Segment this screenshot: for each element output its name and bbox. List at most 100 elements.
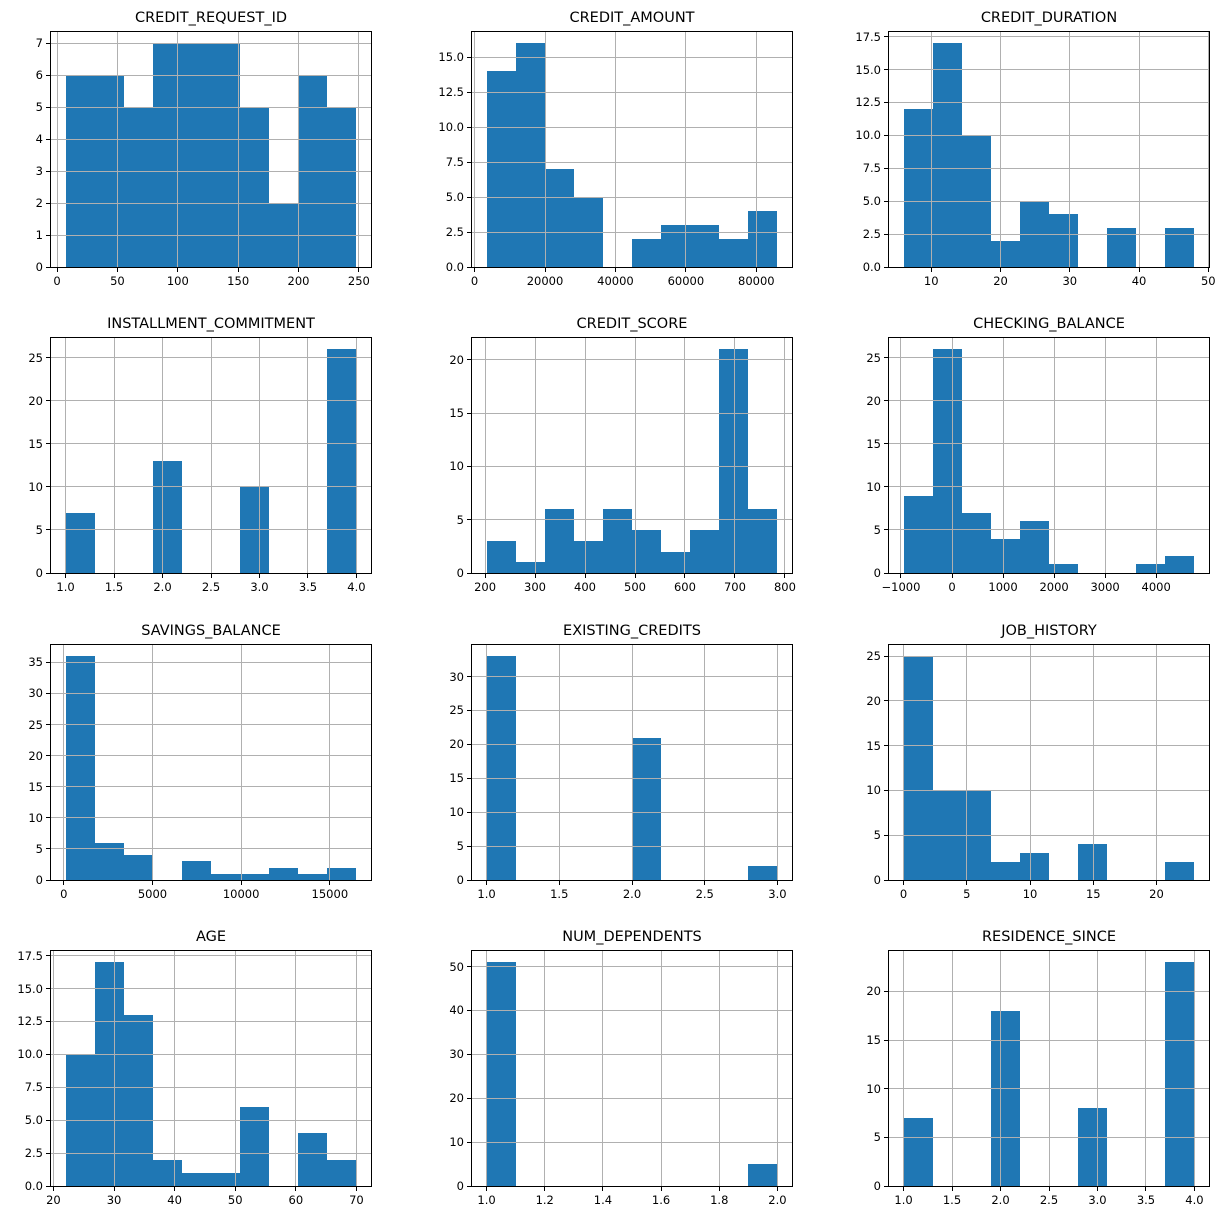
gridline-vertical: [660, 951, 662, 1186]
histogram-bar: [661, 551, 691, 573]
plot-title: CREDIT_DURATION: [980, 10, 1118, 26]
y-tick-mark: [467, 743, 471, 745]
y-tick-label: 5: [456, 839, 464, 854]
y-tick-mark: [46, 988, 50, 990]
y-tick-mark: [467, 412, 471, 414]
y-tick-label: 25: [866, 649, 881, 664]
x-tick-mark: [614, 268, 616, 272]
gridline-vertical: [234, 951, 236, 1186]
gridline-horizontal: [51, 786, 371, 788]
y-tick-label: 0.0: [445, 260, 464, 274]
gridline-vertical: [65, 338, 67, 573]
y-tick-label: 5: [456, 512, 464, 527]
gridline-vertical: [930, 32, 932, 267]
plot-title: INSTALLMENT_COMMITMENT: [107, 316, 315, 332]
y-tick-mark: [46, 1119, 50, 1121]
gridline-vertical: [718, 951, 720, 1186]
x-tick-mark: [65, 574, 67, 578]
x-tick-mark: [704, 881, 706, 885]
x-tick-label: 500: [624, 580, 646, 594]
x-tick-mark: [258, 574, 260, 578]
y-tick-mark: [46, 1020, 50, 1022]
gridline-vertical: [1096, 951, 1098, 1186]
x-tick-mark: [56, 268, 58, 272]
subplot-credit-request-id: CREDIT_REQUEST_ID 0 50 100 150 200 250 0 1 2 3 4 5 6 7: [36, 10, 372, 288]
y-tick-mark: [884, 745, 888, 747]
y-tick-label: 0: [456, 566, 464, 580]
gridline-vertical: [734, 338, 736, 573]
histogram-bar: [1049, 214, 1079, 267]
y-tick-label: 5.0: [24, 1113, 43, 1128]
gridline-horizontal: [51, 443, 371, 445]
y-tick-label: 5.0: [445, 190, 464, 205]
histogram-bar: [94, 962, 124, 1186]
y-tick-label: 10: [866, 479, 881, 494]
gridline-horizontal: [51, 988, 371, 990]
x-tick-mark: [116, 268, 118, 272]
y-tick-mark: [884, 572, 888, 574]
y-tick-label: 5: [873, 828, 881, 843]
y-tick-mark: [884, 167, 888, 169]
y-tick-label: 2.5: [862, 227, 881, 242]
x-tick-mark: [234, 1187, 236, 1191]
y-tick-mark: [467, 231, 471, 233]
y-tick-label: 20: [866, 393, 881, 408]
x-tick-mark: [660, 1187, 662, 1191]
y-tick-label: 0: [35, 566, 43, 580]
gridline-vertical: [116, 32, 118, 267]
x-tick-mark: [298, 268, 299, 272]
x-tick-mark: [784, 574, 786, 578]
y-tick-mark: [46, 692, 50, 694]
y-tick-mark: [467, 879, 471, 881]
gridline-horizontal: [51, 106, 371, 108]
y-tick-label: 15: [28, 779, 43, 794]
y-tick-label: 30: [449, 1047, 464, 1062]
y-tick-mark: [467, 1185, 471, 1187]
y-tick-mark: [46, 817, 50, 819]
subplot-checking-balance: CHECKING_BALANCE −1000 0 1000 2000 3000 4000 0 5…: [866, 316, 1210, 594]
gridline-vertical: [484, 338, 486, 573]
x-tick-label: 700: [723, 580, 746, 594]
x-tick-label: 40: [167, 1193, 182, 1207]
x-tick-mark: [1156, 881, 1157, 885]
y-tick-label: 15: [866, 1033, 881, 1048]
histogram-bar: [903, 109, 933, 267]
y-tick-label: 10: [28, 810, 43, 825]
x-tick-label: 800: [773, 580, 796, 594]
y-tick-mark: [884, 36, 888, 38]
gridline-horizontal: [472, 845, 792, 847]
gridline-vertical: [544, 32, 546, 267]
x-tick-mark: [1104, 574, 1106, 578]
y-tick-label: 4: [35, 132, 43, 147]
x-tick-label: 1.4: [593, 1193, 613, 1207]
x-tick-mark: [755, 268, 757, 272]
y-tick-label: 5: [35, 522, 43, 537]
x-tick-label: 600: [673, 580, 696, 594]
y-tick-label: 20: [28, 393, 43, 408]
histogram-bar: [932, 349, 962, 573]
histogram-bar: [719, 349, 749, 573]
y-tick-label: 10: [866, 1081, 881, 1096]
plot-title: JOB_HISTORY: [1001, 623, 1097, 639]
x-tick-label: 30: [106, 1193, 122, 1207]
y-tick-mark: [884, 1088, 888, 1090]
gridline-horizontal: [889, 834, 1209, 836]
gridline-vertical: [56, 32, 58, 267]
histogram-bar: [327, 107, 357, 267]
y-tick-mark: [884, 101, 888, 103]
y-tick-label: 25: [28, 717, 43, 732]
y-tick-mark: [46, 234, 50, 236]
gridline-horizontal: [51, 755, 371, 757]
y-tick-mark: [884, 443, 888, 445]
y-tick-mark: [467, 811, 471, 813]
x-tick-label: 50: [110, 274, 125, 288]
gridline-horizontal: [472, 231, 792, 233]
y-tick-mark: [884, 700, 888, 702]
x-tick-mark: [685, 268, 687, 272]
x-tick-label: 20: [993, 274, 1008, 288]
y-tick-label: 0: [35, 260, 43, 274]
gridline-horizontal: [889, 443, 1209, 445]
y-tick-mark: [467, 465, 471, 467]
y-tick-mark: [46, 486, 50, 488]
x-tick-mark: [52, 1187, 54, 1191]
